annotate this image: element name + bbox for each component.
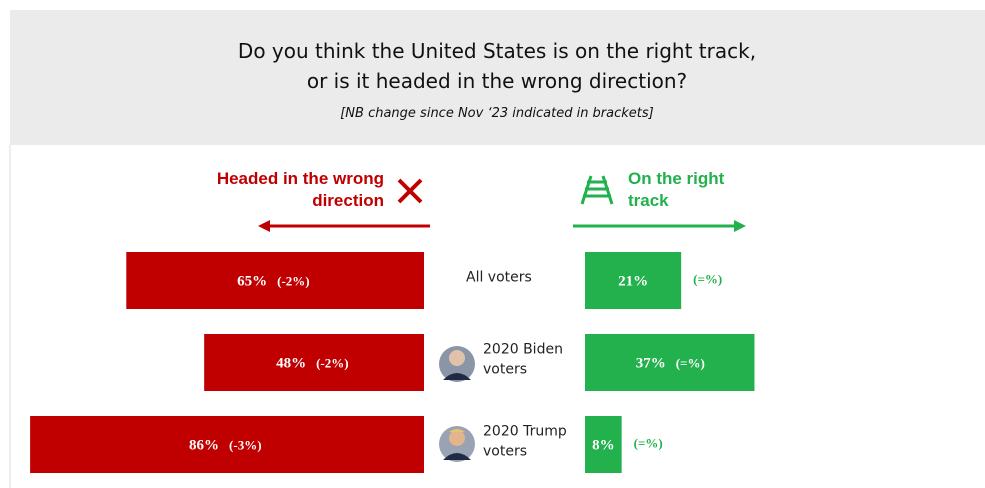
bar xyxy=(585,334,754,391)
value-label: 48% xyxy=(276,356,306,372)
legend-label: Headed in the wrong direction xyxy=(217,169,384,210)
value-label: 8% xyxy=(592,438,615,454)
text-line: Headed in the wrong xyxy=(217,169,384,188)
wrong-icon xyxy=(399,180,421,202)
value-label: 65% xyxy=(237,274,267,290)
text-line: track xyxy=(628,191,669,210)
category-label: All voters xyxy=(466,270,532,286)
change-label: (=%) xyxy=(693,272,722,287)
bar xyxy=(30,416,424,473)
value-label: 21% xyxy=(618,274,648,290)
text-line: voters xyxy=(483,444,527,460)
change-label: (-2%) xyxy=(316,356,349,371)
text-line: 2020 Trump xyxy=(483,424,567,440)
chart-title: Do you think the United States is on the… xyxy=(238,39,756,63)
change-label: (-3%) xyxy=(229,438,262,453)
wrong-arrow xyxy=(258,220,430,232)
right-arrow xyxy=(573,220,746,232)
text-line: 2020 Biden xyxy=(483,342,563,358)
bar xyxy=(204,334,424,391)
text-line: direction xyxy=(312,191,384,210)
chart-title: or is it headed in the wrong direction? xyxy=(307,69,687,93)
category-label: 2020 Biden voters xyxy=(483,342,563,378)
value-label: 86% xyxy=(189,438,219,454)
chart-subtitle: [NB change since Nov ‘23 indicated in br… xyxy=(340,106,654,121)
change-label: (-2%) xyxy=(277,274,310,289)
track-icon xyxy=(582,176,612,204)
portrait xyxy=(439,426,475,462)
bar xyxy=(126,252,424,309)
page: {"chart_data": {"type": "diverging_bar",… xyxy=(0,0,985,488)
text-line: All voters xyxy=(466,270,532,286)
text-line: On the right xyxy=(628,169,725,188)
category-label: 2020 Trump voters xyxy=(483,424,567,460)
portrait xyxy=(439,346,475,382)
change-label: (=%) xyxy=(634,436,663,451)
value-label: 37% xyxy=(636,356,666,372)
legend-label: On the right track xyxy=(628,169,725,210)
change-label: (=%) xyxy=(676,356,705,371)
chart: Do you think the United States is on the… xyxy=(0,0,985,488)
text-line: voters xyxy=(483,362,527,378)
